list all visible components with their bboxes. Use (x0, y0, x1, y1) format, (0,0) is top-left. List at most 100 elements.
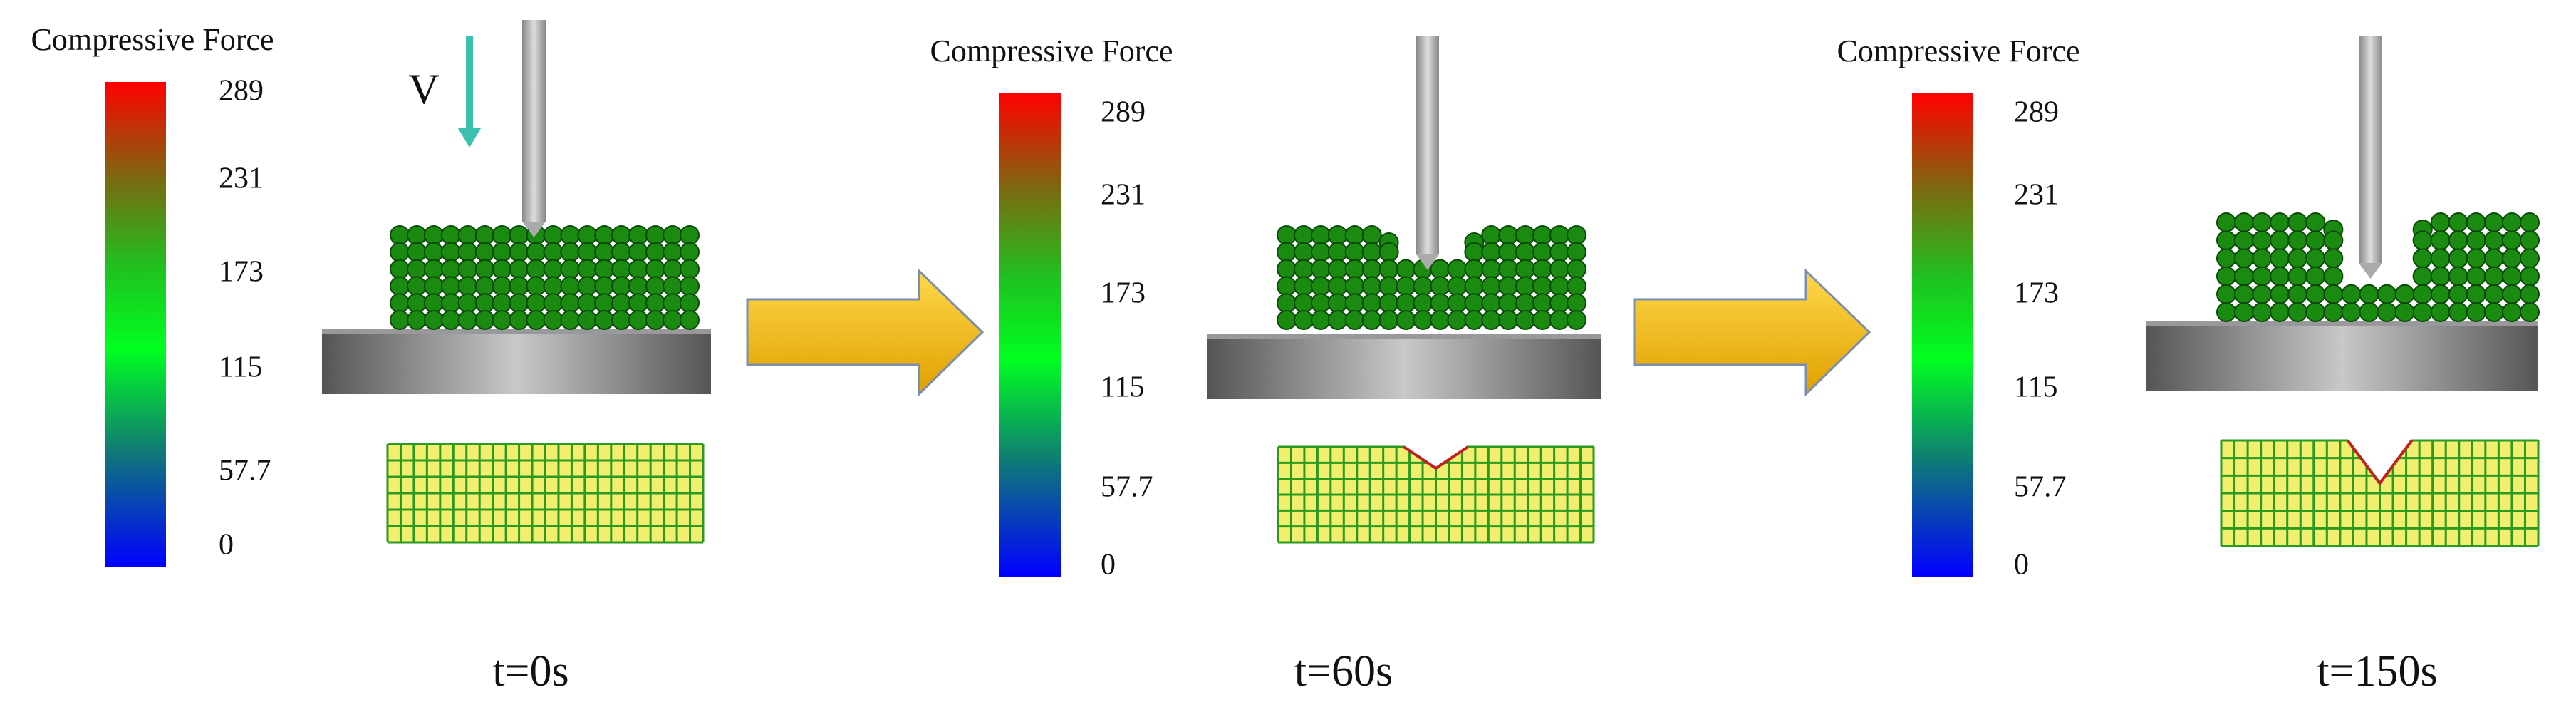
particle (1430, 276, 1450, 296)
particle (577, 276, 598, 296)
particle (1310, 276, 1331, 296)
particle (1567, 276, 1586, 296)
time-label: t=150s (2317, 647, 2437, 696)
particle (2483, 212, 2504, 232)
particle (1464, 276, 1485, 296)
particle (474, 293, 495, 314)
particle (663, 276, 683, 296)
velocity-label: V (408, 66, 439, 113)
particle (2252, 302, 2273, 322)
particle (543, 242, 564, 262)
particle (1481, 276, 1502, 296)
particle (2234, 284, 2255, 304)
particle (628, 293, 649, 314)
particle (2466, 266, 2486, 287)
colorbar-tick-label: 0 (2014, 549, 2029, 582)
particle (2305, 284, 2326, 304)
particle (2216, 248, 2236, 269)
particle (1361, 259, 1382, 279)
particle (2430, 230, 2451, 251)
particle (543, 259, 564, 279)
particle (628, 225, 649, 245)
colorbar-title: Compressive Force (31, 22, 274, 57)
particle (560, 310, 581, 330)
particle (645, 259, 666, 279)
particle (560, 242, 581, 262)
particle (1327, 293, 1348, 314)
particle (1549, 310, 1570, 330)
particle (680, 242, 700, 262)
particle (1464, 242, 1485, 262)
particle (2305, 248, 2326, 269)
particle (1293, 242, 1314, 262)
particle (509, 242, 529, 262)
particle (1327, 310, 1348, 330)
particle (1549, 293, 1570, 314)
particle (645, 225, 666, 245)
colorbar-tick-label: 231 (219, 163, 264, 195)
colorbar (105, 82, 166, 567)
particle (2448, 230, 2468, 251)
particle (1378, 242, 1399, 262)
particle (2270, 212, 2290, 232)
particle (645, 276, 666, 296)
particle (2341, 284, 2362, 304)
particle (594, 310, 615, 330)
particle (1515, 310, 1536, 330)
particle (440, 259, 461, 279)
particle (1310, 310, 1331, 330)
particle (1293, 259, 1314, 279)
particle (1378, 276, 1399, 296)
particle (663, 259, 683, 279)
particle (594, 259, 615, 279)
particle (2412, 248, 2433, 269)
mesh-crack-edge (2346, 439, 2414, 486)
velocity-arrow-head (458, 128, 481, 148)
particle (543, 225, 564, 245)
particle (1361, 310, 1382, 330)
particle (1464, 310, 1485, 330)
particle (457, 225, 478, 245)
particle (2394, 302, 2415, 322)
particle (560, 225, 581, 245)
colorbar-tick-label: 0 (219, 529, 234, 562)
particle (1327, 225, 1348, 245)
particle (2323, 284, 2344, 304)
particle (1532, 242, 1553, 262)
particle (1481, 225, 1502, 245)
particle (1567, 225, 1586, 245)
particle (577, 225, 598, 245)
particle (2216, 266, 2236, 287)
particle (1464, 293, 1485, 314)
particle (526, 259, 546, 279)
particle (1481, 259, 1502, 279)
particle (2270, 248, 2290, 269)
particle (509, 310, 529, 330)
colorbar-tick-label: 289 (2014, 96, 2059, 129)
particle (1498, 310, 1519, 330)
particle (628, 276, 649, 296)
particle (2234, 248, 2255, 269)
particle (663, 293, 683, 314)
particle (611, 242, 632, 262)
particle (1293, 225, 1314, 245)
particle (1277, 259, 1297, 279)
particle (1498, 276, 1519, 296)
particle (1361, 276, 1382, 296)
particle (457, 310, 478, 330)
particle (594, 276, 615, 296)
particle (680, 293, 700, 314)
particle (645, 310, 666, 330)
particle (1549, 225, 1570, 245)
particle (2412, 230, 2433, 251)
particle (1378, 293, 1399, 314)
particle (492, 259, 512, 279)
particle (2520, 230, 2540, 251)
particle (1532, 276, 1553, 296)
particle (440, 276, 461, 296)
particle (560, 276, 581, 296)
particle (2323, 266, 2344, 287)
particle (2466, 248, 2486, 269)
particle (2520, 284, 2540, 304)
particle (1277, 225, 1297, 245)
